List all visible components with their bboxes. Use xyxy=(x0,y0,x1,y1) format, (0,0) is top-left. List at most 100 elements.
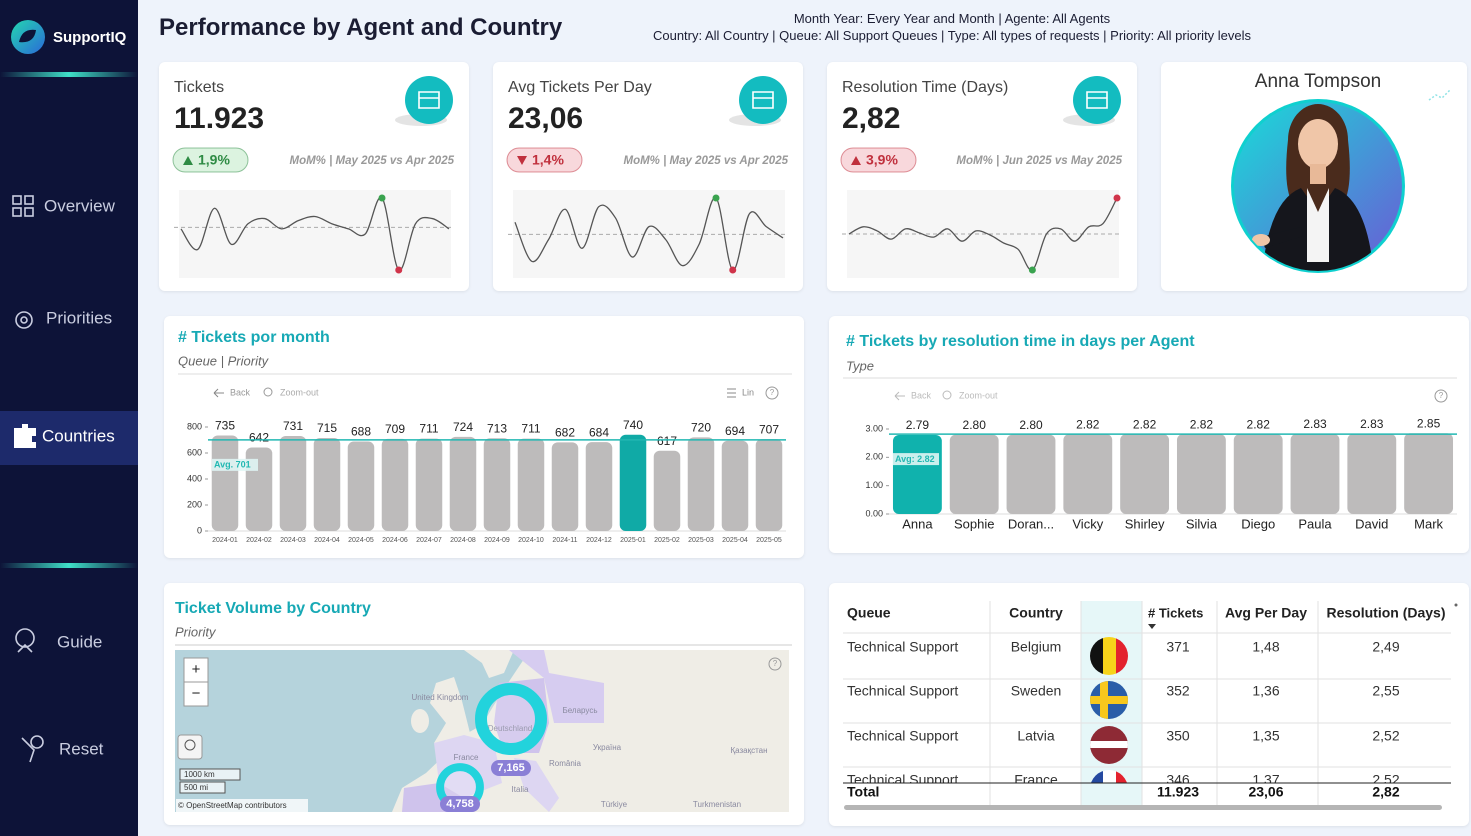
chart-subtitle: Type xyxy=(846,358,874,373)
sidebar: SupportIQ Overview Priorities Countries … xyxy=(0,0,138,836)
bar-chart: # Tickets by resolution time in days per… xyxy=(843,333,1457,531)
kpi-note: MoM% | May 2025 vs Apr 2025 xyxy=(289,155,454,167)
column-header[interactable]: Queue xyxy=(847,605,891,621)
chart-card: # Tickets por month Queue | Priority Bac… xyxy=(164,316,804,558)
bar xyxy=(1006,434,1056,514)
bar xyxy=(1404,433,1454,514)
scrollbar[interactable] xyxy=(844,805,1442,810)
kpi-icon-glyph xyxy=(1086,91,1108,109)
x-tick-label: 2025-04 xyxy=(722,537,748,544)
attribution[interactable]: © OpenStreetMap contributors xyxy=(178,801,287,810)
table-rows: Technical Support Belgium 371 1,48 2,49 … xyxy=(847,637,1400,788)
sparkline-max xyxy=(712,194,720,202)
zoom-in[interactable] xyxy=(183,657,209,683)
value-label: 713 xyxy=(487,421,507,435)
land xyxy=(464,650,514,678)
table-card: Queue Country # Tickets Avg Per Day Reso… xyxy=(829,583,1469,826)
menu-item[interactable]: Overview xyxy=(44,196,116,215)
value-label: 711 xyxy=(419,422,438,436)
total-cell: 2,82 xyxy=(1372,784,1399,800)
menu-item[interactable]: Reset xyxy=(59,739,104,758)
kpi-icon-glyph xyxy=(418,91,440,109)
cell: 1,37 xyxy=(1252,772,1279,788)
kpi-arrow xyxy=(517,156,527,165)
kpi-change: 3,9% xyxy=(866,152,898,168)
chart-title: Ticket Volume by Country xyxy=(175,600,371,617)
value-label: 682 xyxy=(555,426,575,440)
cell: 371 xyxy=(1166,639,1190,655)
cell: 350 xyxy=(1166,728,1190,744)
help-icon xyxy=(768,657,782,671)
hand xyxy=(1252,234,1270,246)
menu-item[interactable]: Guide xyxy=(57,632,102,651)
kpi: Tickets 11.923 1,9% MoM% | May 2025 vs Apr … xyxy=(172,76,455,278)
kpi-value: 2,82 xyxy=(842,102,900,135)
kpi-card: Avg Tickets Per Day 23,06 1,4% MoM% | May 2… xyxy=(493,62,803,291)
zoom-in-label[interactable]: + xyxy=(192,661,201,678)
cell: 1,35 xyxy=(1252,728,1279,744)
chart-title: # Tickets por month xyxy=(178,329,330,346)
cell: France xyxy=(1014,772,1058,788)
toolbar-button[interactable]: ? xyxy=(1439,391,1444,400)
kpi-badge xyxy=(506,147,583,173)
column-header[interactable]: Country xyxy=(1009,605,1063,621)
logo-leaf xyxy=(19,29,36,43)
profile: Anna Tompson xyxy=(1231,71,1451,273)
cell: 352 xyxy=(1166,683,1190,699)
chart-card: # Tickets by resolution time in days per… xyxy=(829,316,1469,553)
x-tick-label: Shirley xyxy=(1125,516,1165,531)
cell: Belgium xyxy=(1011,639,1062,655)
x-tick-label: Paula xyxy=(1298,516,1332,531)
toolbar-button[interactable]: Back xyxy=(911,390,932,400)
bar xyxy=(755,439,783,531)
reset-icon xyxy=(30,735,44,749)
column-header[interactable]: Avg Per Day xyxy=(1225,605,1307,621)
x-tick-label: 2024-11 xyxy=(552,537,577,544)
region xyxy=(509,650,604,723)
column-lines xyxy=(843,601,1451,805)
divider xyxy=(0,72,138,77)
menu-item[interactable]: Priorities xyxy=(46,308,112,327)
value-label: 2.80 xyxy=(1019,418,1043,432)
toolbar-button[interactable]: ? xyxy=(770,388,775,397)
x-tick-label: 2024-06 xyxy=(382,537,408,544)
x-tick-label: 2024-03 xyxy=(280,537,306,544)
x-tick-label: 2024-07 xyxy=(416,537,442,544)
y-tick-label: 0.00 xyxy=(865,508,883,518)
toolbar-button[interactable]: Zoom-out xyxy=(280,387,319,397)
table-header: Queue Country # Tickets Avg Per Day Reso… xyxy=(847,605,1446,621)
value-label: 709 xyxy=(385,422,405,436)
total-cell: 11.923 xyxy=(1157,784,1199,800)
y-tick-label: 0 xyxy=(197,525,202,535)
zoom-out-label[interactable]: − xyxy=(192,685,201,702)
zoom-out[interactable] xyxy=(183,681,209,707)
divider xyxy=(0,563,138,568)
chart-icon[interactable] xyxy=(1428,89,1451,101)
value-label: 715 xyxy=(317,421,337,435)
scale-label: 1000 km xyxy=(184,770,215,779)
column-header[interactable]: # Tickets xyxy=(1148,605,1203,620)
locate[interactable] xyxy=(177,734,203,760)
value-label: 688 xyxy=(351,425,371,439)
countries-icon xyxy=(14,424,36,448)
x-tick-label: 2024-08 xyxy=(450,537,476,544)
cell: Sweden xyxy=(1011,683,1062,699)
help[interactable]: ? xyxy=(773,659,778,668)
land xyxy=(430,677,470,748)
x-tick-label: 2024-05 xyxy=(348,537,374,544)
zoom-icon xyxy=(942,390,952,400)
kpi-note: MoM% | May 2025 vs Apr 2025 xyxy=(623,155,788,167)
sparkline-max xyxy=(378,194,386,202)
agent-name: Anna Tompson xyxy=(1255,71,1381,92)
cell: Latvia xyxy=(1017,728,1055,744)
toolbar-button[interactable]: Lin xyxy=(742,387,754,397)
bar xyxy=(949,434,999,514)
menu-item[interactable]: Countries xyxy=(42,426,115,445)
toolbar-button[interactable]: Back xyxy=(230,387,251,397)
value-label: 2.82 xyxy=(1076,417,1100,431)
bar xyxy=(1120,434,1170,514)
x-tick-label: 2025-05 xyxy=(756,537,782,544)
bar xyxy=(892,434,942,514)
column-header[interactable]: Resolution (Days) xyxy=(1326,605,1445,621)
toolbar-button[interactable]: Zoom-out xyxy=(959,390,998,400)
